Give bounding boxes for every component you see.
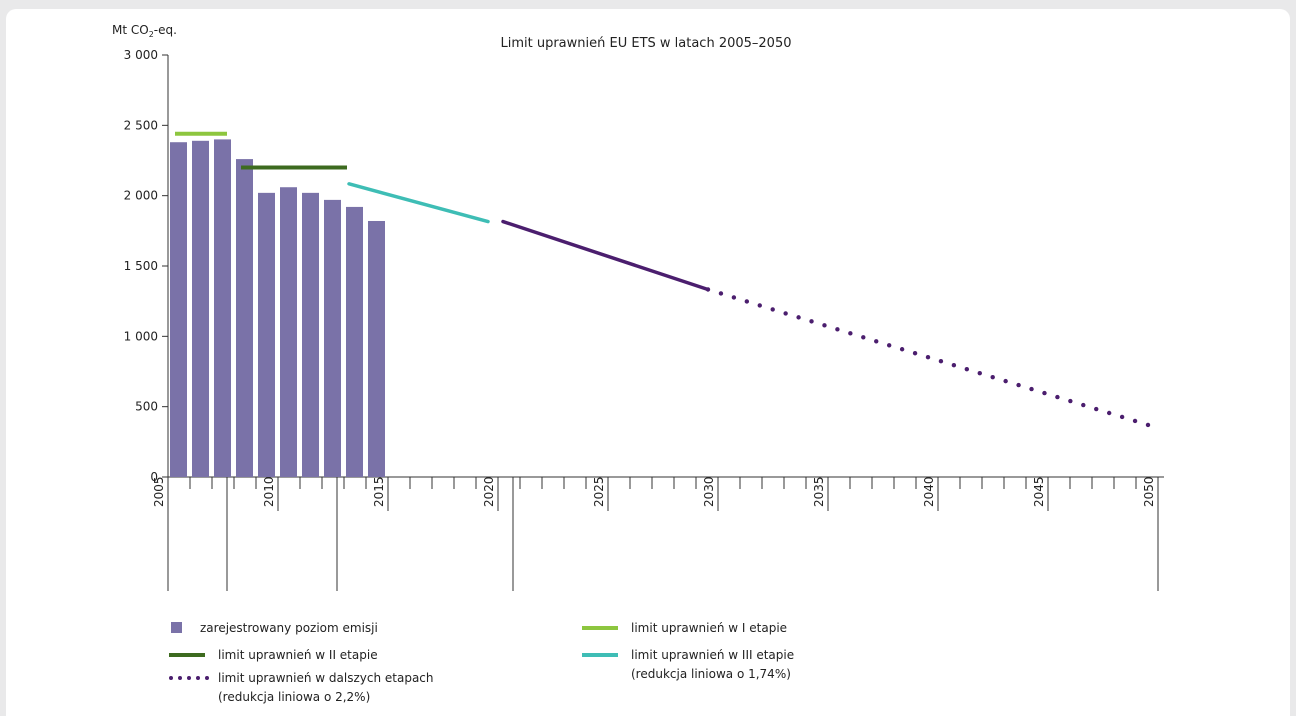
legend-swatch [187, 676, 191, 680]
cap-line [501, 219, 710, 292]
cap-dot [1081, 402, 1086, 408]
emission-bar [368, 220, 385, 477]
legend: zarejestrowany poziom emisji limit uprawn… [169, 621, 794, 704]
cap-dot [1145, 422, 1151, 428]
cap-dot [874, 339, 879, 344]
y-tick-label: 500 [135, 400, 158, 414]
cap-dot [822, 323, 827, 328]
cap-dot [770, 307, 775, 312]
cap-dot [1055, 394, 1060, 400]
y-axis-label: Mt CO2-eq. [112, 23, 177, 39]
x-tick-label: 2030 [702, 476, 716, 507]
x-tick-label: 2045 [1032, 476, 1046, 507]
x-tick-label: 2035 [812, 476, 826, 507]
cap-dot [1029, 386, 1034, 392]
lines-layer [175, 131, 1151, 428]
legend-swatch [169, 676, 173, 680]
cap-dot [718, 291, 724, 296]
y-tick-label: 1 500 [124, 259, 158, 273]
cap-dot [938, 359, 944, 364]
y-tick-label: 3 000 [124, 48, 158, 62]
cap-line [347, 182, 490, 224]
cap-dot [809, 319, 814, 324]
y-tick-label: 1 000 [124, 329, 158, 343]
cap-dot [1042, 390, 1047, 396]
x-tick-label: 2015 [372, 476, 386, 507]
cap-dot [951, 362, 957, 368]
emissions-chart: Limit uprawnień EU ETS w latach 2005–205… [112, 23, 1164, 704]
x-tick-label: 2050 [1142, 476, 1156, 507]
x-tick-label: 2020 [482, 476, 496, 507]
legend-label: limit uprawnień w III etapie [631, 648, 794, 662]
chart-frame: Limit uprawnień EU ETS w latach 2005–205… [6, 9, 1290, 716]
legend-label: limit uprawnień w I etapie [631, 621, 787, 635]
cap-dot [1003, 378, 1008, 384]
bars-layer [170, 139, 385, 478]
cap-dot [1119, 414, 1125, 420]
cap-dot [848, 331, 853, 336]
legend-label: limit uprawnień w II etapie [218, 648, 378, 662]
legend-label: zarejestrowany poziom emisji [200, 621, 378, 635]
cap-dot [861, 335, 866, 340]
y-tick-label: 2 500 [124, 118, 158, 132]
x-tick-label: 2025 [592, 476, 606, 507]
cap-dot [1106, 410, 1112, 416]
emission-bar [280, 187, 297, 477]
axes-layer: 0 500 1 000 1 500 2 000 2 500 3 000 2005 2010 201… [124, 48, 1164, 591]
legend-swatch [205, 676, 209, 680]
x-tick-label: 2005 [152, 476, 166, 507]
y-tick-label: 2 000 [124, 189, 158, 203]
cap-dot [1094, 406, 1099, 412]
cap-dot [835, 327, 840, 332]
cap-dot [1132, 418, 1138, 424]
cap-dot [757, 303, 762, 308]
cap-dot [1068, 398, 1073, 404]
legend-swatch [171, 622, 182, 633]
y-tick-label: 0 [150, 470, 158, 484]
cap-dot [977, 370, 982, 376]
cap-dot [796, 315, 801, 320]
legend-label: limit uprawnień w dalszych etapach [218, 671, 434, 685]
cap-dot [1016, 382, 1021, 388]
emission-bar [258, 192, 275, 477]
emission-bar [170, 142, 187, 478]
emission-bar [324, 199, 341, 478]
legend-swatch [178, 676, 182, 680]
legend-label: (redukcja liniowa o 1,74%) [631, 667, 791, 681]
chart-title: Limit uprawnień EU ETS w latach 2005–205… [500, 36, 791, 51]
legend-swatch [196, 676, 200, 680]
cap-dot [925, 355, 931, 360]
emission-bar [346, 206, 363, 478]
x-tick-label: 2010 [262, 476, 276, 507]
cap-dot [990, 374, 995, 380]
emission-bar [236, 159, 253, 478]
cap-dot [964, 366, 970, 372]
cap-dot [705, 287, 711, 292]
emission-bar [214, 139, 231, 477]
emission-bar [302, 192, 319, 477]
cap-dot [912, 351, 918, 356]
legend-label: (redukcja liniowa o 2,2%) [218, 690, 370, 704]
cap-dot [744, 299, 750, 304]
cap-dot [731, 295, 737, 300]
cap-dot [886, 343, 892, 348]
cap-dot [899, 347, 905, 352]
emission-bar [192, 140, 209, 477]
x-tick-label: 2040 [922, 476, 936, 507]
cap-dot [783, 311, 788, 316]
